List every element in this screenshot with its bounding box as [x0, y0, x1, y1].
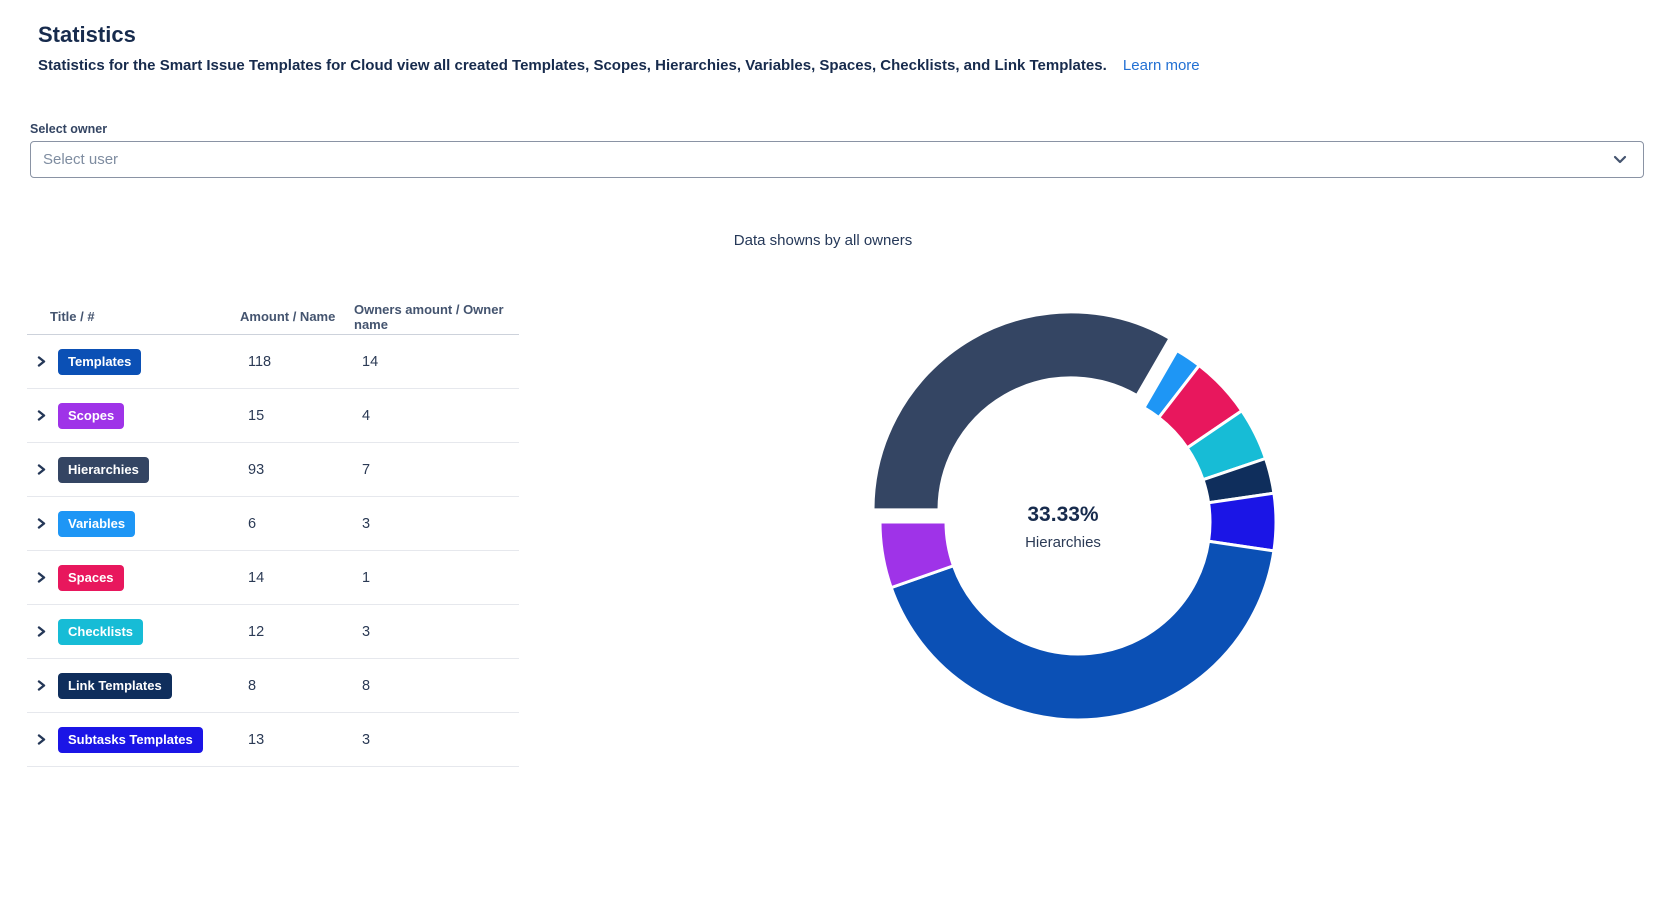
expand-chevron-right-icon[interactable] — [36, 356, 47, 367]
page-title: Statistics — [38, 22, 136, 47]
owners-amount-value: 3 — [362, 623, 371, 640]
column-header-owners: Owners amount / Owner name — [354, 301, 504, 332]
donut-chart — [871, 310, 1278, 722]
table-row-variables: Variables 6 3 — [27, 497, 519, 551]
page-subtitle-row: Statistics for the Smart Issue Templates… — [38, 57, 1200, 74]
amount-value: 13 — [248, 731, 265, 748]
expand-chevron-right-icon[interactable] — [36, 734, 47, 745]
chart-title: Data showns by all owners — [733, 232, 913, 249]
row-title-cell: Variables — [27, 510, 240, 537]
expand-chevron-right-icon[interactable] — [36, 464, 47, 475]
owner-select[interactable]: Select user — [30, 141, 1644, 178]
donut-slice-hierarchies[interactable] — [871, 310, 1172, 512]
expand-chevron-right-icon[interactable] — [36, 572, 47, 583]
owners-amount-value: 7 — [362, 461, 371, 478]
expand-chevron-right-icon[interactable] — [36, 626, 47, 637]
owners-amount-value: 4 — [362, 407, 371, 424]
row-title-cell: Link Templates — [27, 672, 240, 699]
amount-value: 6 — [248, 515, 257, 532]
table-row-spaces: Spaces 14 1 — [27, 551, 519, 605]
row-title-cell: Subtasks Templates — [27, 726, 240, 753]
amount-value: 15 — [248, 407, 265, 424]
category-badge-hierarchies: Hierarchies — [58, 456, 149, 483]
page-header: Statistics Statistics for the Smart Issu… — [38, 22, 1200, 74]
amount-value: 118 — [248, 353, 272, 370]
page-subtitle: Statistics for the Smart Issue Templates… — [38, 57, 1107, 74]
expand-chevron-right-icon[interactable] — [36, 680, 47, 691]
column-header-title: Title / # — [50, 309, 95, 324]
table-row-templates: Templates 118 14 — [27, 335, 519, 389]
owners-amount-value: 1 — [362, 569, 371, 586]
expand-chevron-right-icon[interactable] — [36, 410, 47, 421]
category-badge-spaces: Spaces — [58, 564, 124, 591]
amount-value: 93 — [248, 461, 265, 478]
table-body: Templates 118 14 Scopes 15 4 Hierarchies 93 7 Var… — [27, 335, 519, 767]
donut-slice-templates[interactable] — [889, 539, 1276, 722]
category-badge-link-templates: Link Templates — [58, 672, 172, 699]
owner-select-label: Select owner — [30, 122, 108, 136]
column-header-amount: Amount / Name — [240, 309, 336, 324]
owner-select-placeholder: Select user — [43, 151, 119, 168]
row-title-cell: Templates — [27, 348, 240, 375]
row-title-cell: Hierarchies — [27, 456, 240, 483]
amount-value: 14 — [248, 569, 265, 586]
table-row-hierarchies: Hierarchies 93 7 — [27, 443, 519, 497]
statistics-table: Title / # Amount / Name Owners amount / … — [27, 299, 519, 767]
category-badge-templates: Templates — [58, 348, 142, 375]
table-row-link-templates: Link Templates 8 8 — [27, 659, 519, 713]
owners-amount-value: 3 — [362, 515, 371, 532]
row-title-cell: Spaces — [27, 564, 240, 591]
donut-slice-scopes[interactable] — [878, 520, 955, 590]
table-row-scopes: Scopes 15 4 — [27, 389, 519, 443]
row-title-cell: Checklists — [27, 618, 240, 645]
table-header-row: Title / # Amount / Name Owners amount / … — [27, 299, 519, 335]
table-row-subtasks-templates: Subtasks Templates 13 3 — [27, 713, 519, 767]
row-title-cell: Scopes — [27, 402, 240, 429]
expand-chevron-right-icon[interactable] — [36, 518, 47, 529]
category-badge-scopes: Scopes — [58, 402, 125, 429]
amount-value: 12 — [248, 623, 265, 640]
table-row-checklists: Checklists 12 3 — [27, 605, 519, 659]
amount-value: 8 — [248, 677, 257, 694]
owners-amount-value: 14 — [362, 353, 379, 370]
owners-amount-value: 8 — [362, 677, 371, 694]
chevron-down-icon — [1613, 155, 1627, 164]
category-badge-checklists: Checklists — [58, 618, 144, 645]
learn-more-link[interactable]: Learn more — [1122, 57, 1200, 74]
owners-amount-value: 3 — [362, 731, 371, 748]
category-badge-subtasks-templates: Subtasks Templates — [58, 726, 203, 753]
category-badge-variables: Variables — [58, 510, 136, 537]
